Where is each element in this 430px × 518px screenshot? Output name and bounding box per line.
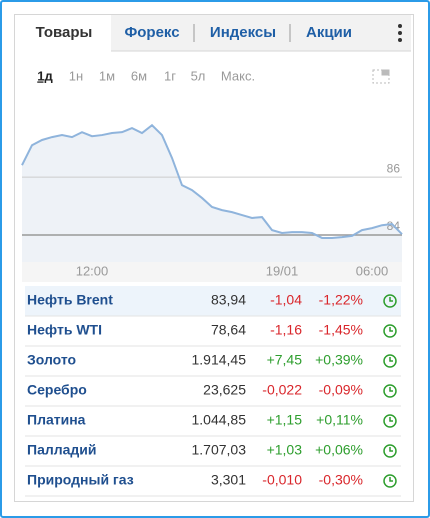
range[interactable]: 1м — [99, 68, 115, 83]
expand-icon[interactable] — [372, 69, 390, 84]
row-price: 1.707,03 — [192, 442, 247, 458]
row-percent: -1,45% — [319, 322, 363, 338]
tab[interactable]: Товары — [36, 24, 93, 41]
row-percent: +0,11% — [316, 412, 363, 428]
row-percent: +0,39% — [315, 352, 363, 368]
clock-icon — [383, 384, 397, 398]
row-change: -1,04 — [270, 292, 302, 308]
tab[interactable]: Акции — [306, 24, 352, 41]
x-tick-label: 12:00 — [76, 263, 109, 278]
row-price: 23,625 — [203, 382, 246, 398]
clock-hands — [389, 327, 393, 332]
clock-hands — [389, 447, 393, 452]
clock-hands — [389, 297, 393, 302]
row-change: +7,45 — [267, 352, 303, 368]
row-price: 3,301 — [211, 472, 246, 488]
menu-icon[interactable] — [398, 24, 402, 42]
row-change: -0,022 — [262, 382, 302, 398]
clock-hands — [389, 387, 393, 392]
range[interactable]: 5л — [191, 68, 206, 83]
row-name[interactable]: Серебро — [27, 382, 87, 398]
row-price: 83,94 — [211, 292, 246, 308]
row-change: -1,16 — [270, 322, 302, 338]
row-name[interactable]: Нефть WTI — [27, 322, 102, 338]
x-tick-label: 06:00 — [356, 263, 389, 278]
row-price: 1.914,45 — [192, 352, 247, 368]
clock-icon — [383, 354, 397, 368]
row-change: -0,010 — [262, 472, 302, 488]
tab[interactable]: Индексы — [210, 24, 276, 41]
y-tick-label: 86 — [387, 161, 401, 175]
active-tab[interactable] — [15, 15, 111, 51]
clock-icon — [383, 324, 397, 338]
range[interactable]: 1н — [69, 68, 83, 83]
row-price: 1.044,85 — [192, 412, 247, 428]
area — [22, 125, 402, 262]
row-name[interactable]: Нефть Brent — [27, 292, 113, 308]
clock-icon — [383, 444, 397, 458]
clock-icon — [383, 414, 397, 428]
row-percent: -0,09% — [319, 382, 363, 398]
x-tick-label: 19/01 — [266, 263, 299, 278]
range[interactable]: 6м — [131, 68, 147, 83]
row-percent: -1,22% — [319, 292, 363, 308]
row-highlight — [25, 286, 401, 316]
row-price: 78,64 — [211, 322, 246, 338]
range[interactable]: Макс. — [221, 68, 255, 83]
row-name[interactable]: Палладий — [27, 442, 97, 458]
widget — [14, 14, 414, 502]
clock-icon — [383, 294, 397, 308]
range[interactable]: 1г — [164, 68, 176, 83]
row-change: +1,03 — [267, 442, 303, 458]
clock-hands — [389, 477, 393, 482]
line — [21, 123, 403, 239]
row-percent: +0,06% — [315, 442, 363, 458]
row-name[interactable]: Платина — [27, 412, 86, 428]
clock-icon — [383, 474, 397, 488]
tab[interactable]: Форекс — [124, 24, 179, 41]
clock-hands — [389, 357, 393, 362]
axis-band — [22, 262, 402, 282]
row-name[interactable]: Природный газ — [27, 472, 134, 488]
row-change: +1,15 — [267, 412, 303, 428]
row-name[interactable]: Золото — [27, 352, 76, 368]
row-percent: -0,30% — [319, 472, 363, 488]
range[interactable]: 1д — [37, 68, 53, 83]
clock-hands — [389, 417, 393, 422]
